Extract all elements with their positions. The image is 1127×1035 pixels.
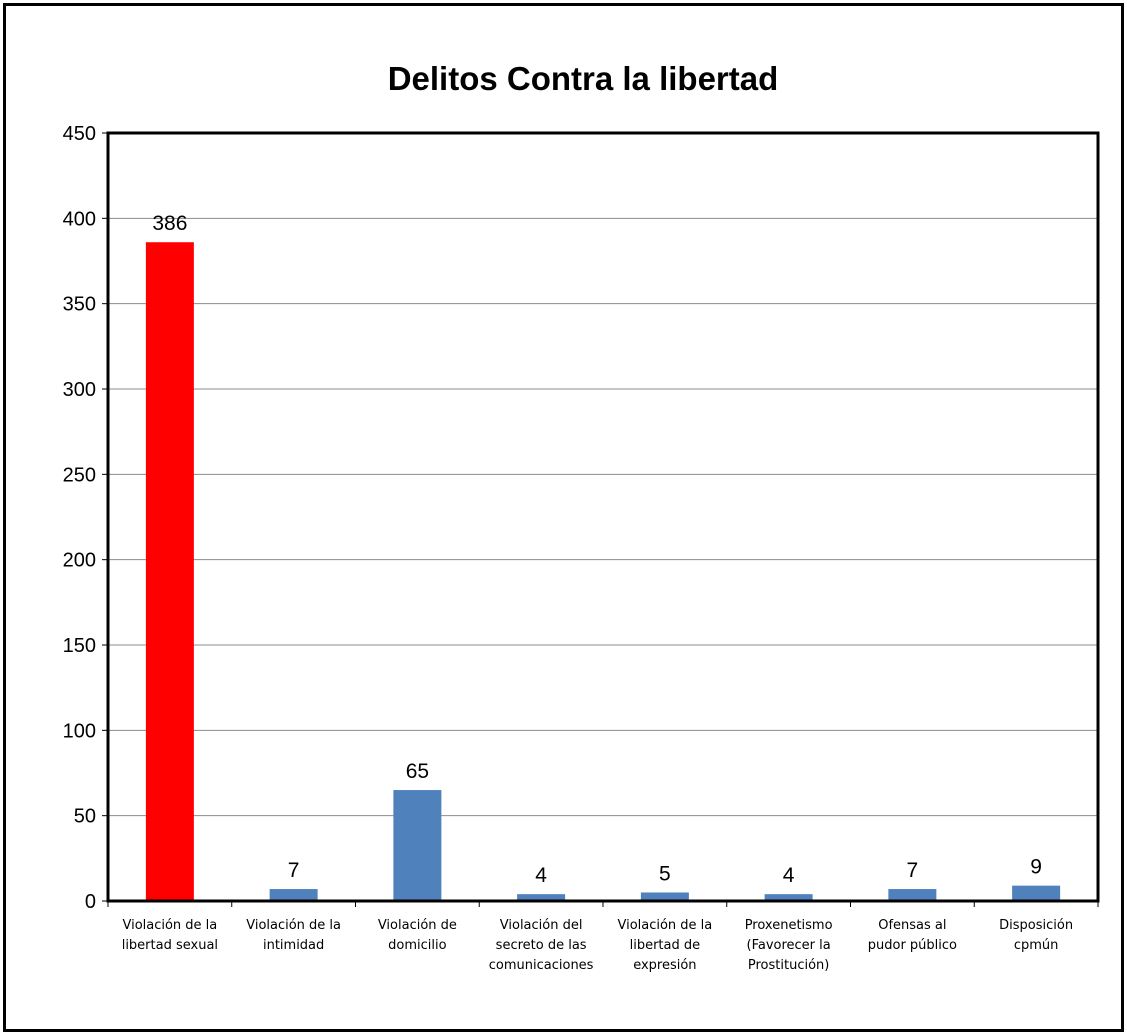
- bar: [1012, 885, 1061, 901]
- data-label: 9: [1030, 856, 1042, 879]
- plot-area-border: [106, 131, 1100, 903]
- y-tick-label: 100: [63, 720, 96, 742]
- x-tick-label: Violación de la intimidad: [246, 918, 341, 953]
- bar: [145, 242, 194, 901]
- x-tick-label-line: libertad de: [630, 938, 701, 953]
- x-tick-label: Violación del secreto de las comunicacione…: [489, 918, 594, 973]
- data-label: 7: [907, 859, 919, 882]
- data-label: 4: [783, 864, 795, 887]
- x-tick-label: Violación de la libertad sexual: [122, 918, 218, 953]
- x-tick-label-line: cpmún: [1014, 938, 1059, 953]
- x-tick-label-line: Violación de la: [617, 918, 712, 933]
- data-label: 7: [288, 859, 300, 882]
- gridlines: [108, 217, 1098, 817]
- y-tick-label: 300: [63, 379, 96, 401]
- x-tick-label: Proxenetismo (Favorecer la Prostitución): [745, 918, 833, 973]
- x-tick-label-line: (Favorecer la: [747, 938, 831, 953]
- bar: [517, 894, 566, 901]
- x-tick-label-line: Violación de la: [122, 918, 217, 933]
- x-tick-label-line: intimidad: [263, 938, 324, 953]
- x-tick-label-line: Violación del: [500, 918, 583, 933]
- data-labels: 386 7 65 4 5 4 7 9: [152, 212, 1042, 887]
- x-tick-label-line: domicilio: [388, 938, 446, 953]
- x-tick-label-line: comunicaciones: [489, 958, 594, 973]
- x-tick-label-line: Prostitución): [748, 958, 829, 973]
- data-label: 4: [535, 864, 547, 887]
- axes: [102, 131, 1100, 907]
- x-tick-label: Ofensas al pudor público: [868, 918, 957, 953]
- y-tick-label: 450: [63, 123, 96, 145]
- data-label: 386: [152, 212, 187, 235]
- y-tick-label: 350: [63, 294, 96, 316]
- x-tick-label-line: Disposición: [999, 918, 1073, 933]
- bar: [888, 889, 937, 901]
- x-tick-label-line: pudor público: [868, 938, 957, 953]
- x-tick-label-line: secreto de las: [496, 938, 587, 953]
- x-tick-label-line: Ofensas al: [878, 918, 946, 933]
- bar: [393, 790, 442, 901]
- x-tick-label-line: Proxenetismo: [745, 918, 833, 933]
- bars: [145, 242, 1061, 901]
- data-label: 5: [659, 862, 671, 885]
- bar: [764, 894, 813, 901]
- x-tick-label: Violación de la libertad de expresión: [617, 918, 712, 973]
- y-axis-labels: 0 50 100 150 200 250 300 350 400 450: [63, 123, 96, 913]
- x-axis-labels: Violación de la libertad sexualViolación …: [122, 918, 1073, 973]
- y-tick-label: 400: [63, 208, 96, 230]
- x-tick-label: Violación de domicilio: [378, 918, 457, 953]
- bar-chart: Delitos Contra la libertad 0 50 100 150 200 2…: [63, 60, 1100, 973]
- x-tick-label-line: Violación de: [378, 918, 457, 933]
- y-tick-label: 0: [85, 891, 96, 913]
- x-tick-label: Disposición cpmún: [999, 918, 1073, 953]
- x-tick-label-line: libertad sexual: [122, 938, 218, 953]
- x-tick-label-line: Violación de la: [246, 918, 341, 933]
- y-tick-label: 200: [63, 550, 96, 572]
- y-tick-label: 150: [63, 635, 96, 657]
- bar: [269, 889, 318, 901]
- chart-frame: Delitos Contra la libertad 0 50 100 150 200 2…: [3, 3, 1124, 1032]
- data-label: 65: [406, 760, 429, 783]
- bar: [640, 892, 689, 901]
- chart-title: Delitos Contra la libertad: [388, 60, 779, 97]
- x-tick-label-line: expresión: [633, 958, 696, 973]
- y-tick-label: 250: [63, 464, 96, 486]
- y-tick-label: 50: [74, 806, 96, 828]
